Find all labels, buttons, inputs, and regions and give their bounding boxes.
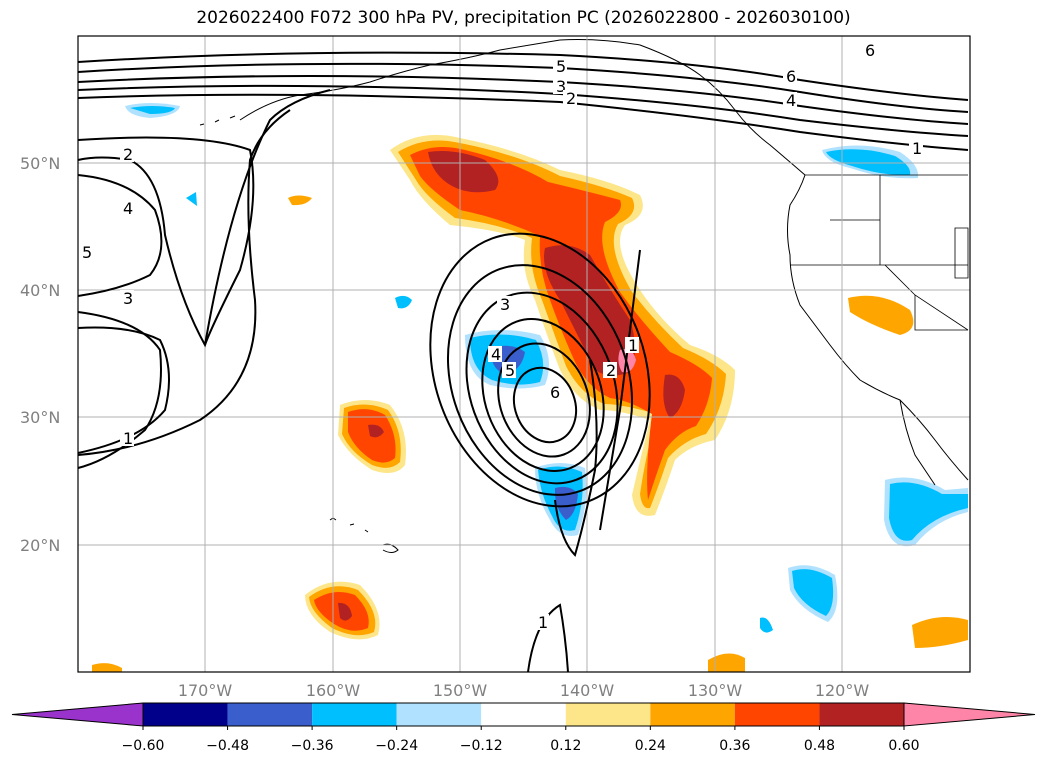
- colorbar-tick-label: 0.36: [719, 738, 750, 754]
- colorbar-extend-low: [11, 702, 144, 727]
- contour-label-6-ne: 6: [865, 41, 875, 60]
- lat-label-50n: 50°N: [20, 154, 60, 173]
- colorbar-tick-label: 0.24: [635, 738, 666, 754]
- colorbar-swatch: [650, 703, 735, 726]
- colorbar-tick-label: −0.24: [375, 738, 418, 754]
- colorbar-extend-high: [903, 702, 1036, 727]
- lon-label-150w: 150°W: [433, 681, 488, 700]
- pv-contours: [77, 51, 969, 673]
- contour-label-1-west: 1: [123, 429, 133, 448]
- colorbar-swatch: [734, 703, 820, 726]
- contour-label-5-low: 5: [505, 361, 515, 380]
- map-title: 2026022400 F072 300 hPa PV, precipitatio…: [196, 8, 851, 28]
- contour-label-1-low: 1: [628, 336, 638, 355]
- contour-label-4-low: 4: [491, 345, 501, 364]
- colorbar-swatch: [312, 703, 397, 726]
- contour-labels: 5 3 2 6 4 6 1 2 4 3 1 5 3 4 5 6 2 1 1: [80, 41, 923, 632]
- lon-label-140w: 140°W: [560, 681, 615, 700]
- contour-label-1-ne: 1: [912, 139, 922, 158]
- contour-label-1-south: 1: [538, 613, 548, 632]
- colorbar-tick-label: 0.60: [888, 738, 919, 754]
- contour-label-3: 3: [556, 77, 566, 96]
- colorbar-tick-label: 0.12: [550, 738, 581, 754]
- contour-label-3-low: 3: [500, 295, 510, 314]
- colorbar-tick-label: −0.12: [460, 738, 503, 754]
- contour-label-2-low: 2: [606, 361, 616, 380]
- longitude-labels: 170°W 160°W 150°W 140°W 130°W 120°W: [178, 681, 870, 700]
- colorbar-swatch: [143, 703, 228, 726]
- colorbar-tick-label: −0.36: [291, 738, 334, 754]
- colorbar-swatch: [227, 703, 313, 726]
- map-frame: [77, 35, 971, 673]
- lon-label-170w: 170°W: [178, 681, 233, 700]
- latitude-labels: 50°N 40°N 30°N 20°N: [20, 154, 60, 555]
- contour-label-2-west: 2: [123, 145, 133, 164]
- colorbar-tick-label: −0.48: [206, 738, 249, 754]
- lon-label-160w: 160°W: [306, 681, 361, 700]
- contour-label-6-east: 6: [786, 67, 796, 86]
- contour-label-5: 5: [556, 57, 566, 76]
- contour-label-2: 2: [566, 89, 576, 108]
- lat-label-20n: 20°N: [20, 536, 60, 555]
- colorbar-frame: [142, 702, 905, 727]
- contour-label-3-west: 3: [123, 289, 133, 308]
- lon-label-120w: 120°W: [815, 681, 870, 700]
- contour-label-6-low: 6: [550, 383, 560, 402]
- colorbar-swatch: [819, 703, 904, 726]
- precip-shading-positive: [92, 134, 968, 672]
- colorbar-swatch: [396, 703, 482, 726]
- lat-label-40n: 40°N: [20, 281, 60, 300]
- colorbar: −0.60 −0.48 −0.36 −0.24 −0.12 0.12 0.24 0.36 0.4…: [11, 702, 1036, 754]
- colorbar-tick-label: 0.48: [804, 738, 835, 754]
- colorbar-swatch: [565, 703, 651, 726]
- contour-label-4-east: 4: [786, 91, 796, 110]
- colorbar-swatch: [481, 703, 566, 726]
- lat-label-30n: 30°N: [20, 408, 60, 427]
- contour-label-5-west: 5: [82, 243, 92, 262]
- contour-label-4-west: 4: [123, 199, 133, 218]
- political-borders: [790, 174, 969, 331]
- lon-label-130w: 130°W: [688, 681, 743, 700]
- colorbar-tick-label: −0.60: [122, 738, 165, 754]
